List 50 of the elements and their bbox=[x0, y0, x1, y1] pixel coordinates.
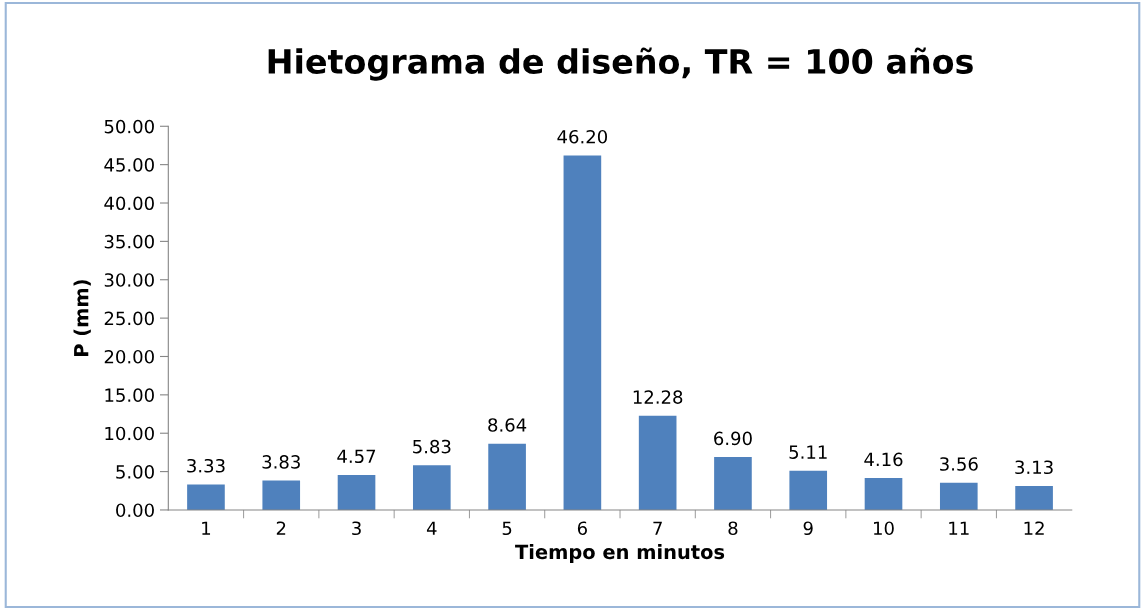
x-tick-label: 10 bbox=[874, 521, 894, 536]
x-tick-label: 7 bbox=[653, 521, 662, 535]
x-tick-label: 2 bbox=[276, 521, 286, 535]
data-label: 4.16 bbox=[864, 452, 903, 467]
data-label: 5.11 bbox=[789, 445, 827, 459]
x-tick-label: 1 bbox=[202, 521, 211, 535]
data-label: 3.33 bbox=[187, 458, 225, 473]
y-tick-label: 45.00 bbox=[104, 158, 154, 172]
data-label: 8.64 bbox=[488, 418, 527, 432]
data-label: 3.56 bbox=[940, 457, 978, 471]
y-tick-label: 20.00 bbox=[104, 349, 154, 364]
y-tick-label: 40.00 bbox=[104, 196, 154, 211]
x-axis-title: Tiempo en minutos bbox=[515, 544, 725, 563]
x-tick-label: 8 bbox=[728, 521, 738, 536]
chart-title: Hietograma de diseño, TR = 100 años bbox=[268, 47, 973, 81]
y-axis-title: P (mm) bbox=[73, 280, 91, 356]
bar bbox=[714, 457, 752, 510]
y-tick-label: 50.00 bbox=[104, 119, 154, 134]
bar bbox=[638, 415, 677, 510]
y-tick-label: 0.00 bbox=[116, 503, 154, 518]
bar bbox=[939, 482, 978, 510]
y-tick-label: 5.00 bbox=[116, 465, 154, 479]
y-tick-label: 30.00 bbox=[104, 273, 154, 287]
x-tick-label: 12 bbox=[1024, 521, 1044, 535]
y-tick-label: 25.00 bbox=[104, 311, 154, 326]
data-label: 5.83 bbox=[413, 439, 451, 454]
x-tick-label: 5 bbox=[502, 521, 512, 536]
x-tick-label: 11 bbox=[949, 521, 969, 535]
data-label: 3.83 bbox=[262, 455, 300, 469]
x-tick-label: 4 bbox=[426, 521, 437, 535]
bar bbox=[262, 480, 301, 510]
data-label: 4.57 bbox=[337, 449, 376, 464]
bar bbox=[563, 155, 602, 510]
data-label: 3.13 bbox=[1015, 460, 1053, 475]
bar bbox=[789, 470, 828, 510]
y-tick-label: 35.00 bbox=[104, 234, 154, 249]
y-tick-label: 10.00 bbox=[105, 426, 154, 441]
bar bbox=[864, 478, 903, 510]
x-tick-label: 3 bbox=[352, 521, 361, 536]
data-label: 12.28 bbox=[633, 390, 683, 404]
data-label: 46.20 bbox=[557, 129, 608, 144]
x-tick-label: 9 bbox=[803, 521, 813, 536]
bar bbox=[187, 484, 225, 510]
bar bbox=[488, 443, 526, 510]
data-label: 6.90 bbox=[714, 431, 752, 446]
bar bbox=[412, 465, 451, 510]
y-tick-label: 15.00 bbox=[105, 388, 154, 402]
bar bbox=[1015, 485, 1053, 510]
bar bbox=[337, 474, 376, 510]
x-tick-label: 6 bbox=[577, 521, 587, 536]
